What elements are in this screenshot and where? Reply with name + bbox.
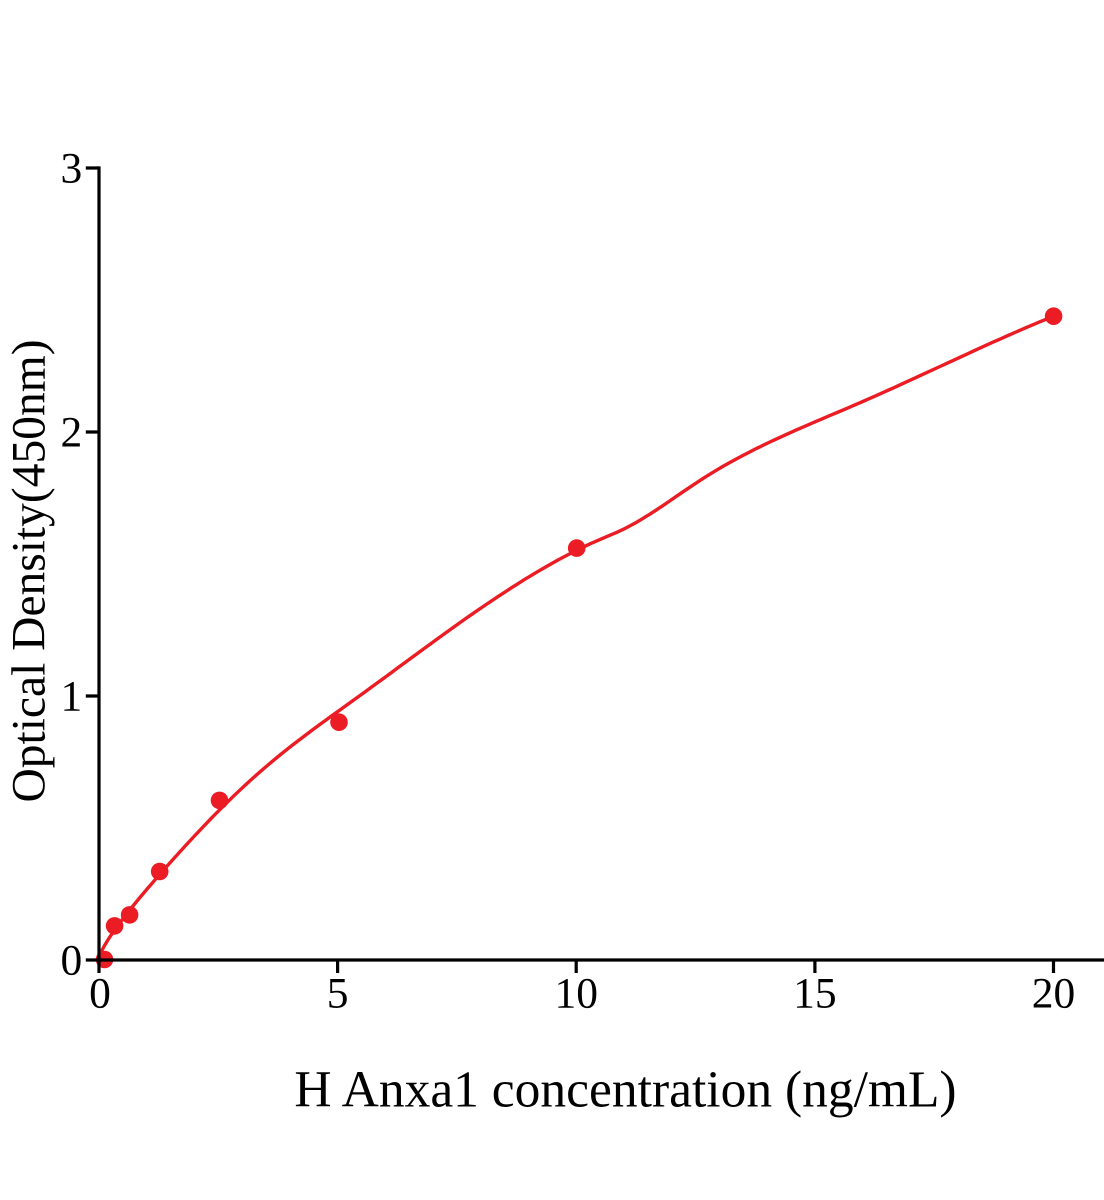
- svg-text:15: 15: [793, 970, 837, 1018]
- svg-text:1: 1: [61, 673, 83, 721]
- svg-text:10: 10: [554, 970, 598, 1018]
- svg-text:0: 0: [89, 970, 111, 1018]
- svg-text:5: 5: [327, 970, 349, 1018]
- svg-text:0: 0: [61, 937, 83, 985]
- svg-text:Optical Density(450nm): Optical Density(450nm): [4, 339, 56, 802]
- svg-text:3: 3: [61, 145, 83, 193]
- svg-text:H Anxa1 concentration (ng/mL): H Anxa1 concentration (ng/mL): [294, 1062, 956, 1119]
- svg-text:20: 20: [1032, 970, 1076, 1018]
- svg-text:2: 2: [61, 409, 83, 457]
